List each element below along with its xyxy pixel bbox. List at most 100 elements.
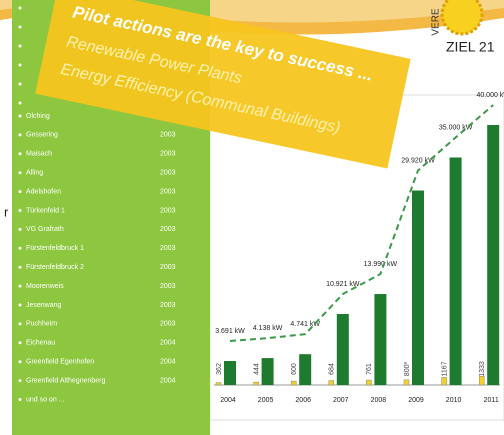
data-label: 35.000 kW bbox=[439, 124, 473, 131]
data-label: 4.741 kW bbox=[290, 321, 320, 328]
data-label: 800* bbox=[404, 362, 411, 377]
bullet bbox=[18, 25, 22, 29]
list-item-name: Jesenwang bbox=[26, 302, 62, 309]
bullet bbox=[18, 63, 22, 67]
list-item-name: und so on ... bbox=[26, 396, 65, 403]
list-item-year: 2003 bbox=[160, 245, 176, 252]
x-tick-label: 2011 bbox=[484, 397, 499, 404]
data-label: 600 bbox=[291, 363, 298, 375]
bullet bbox=[18, 303, 22, 307]
bullet bbox=[18, 227, 22, 231]
data-label: 29.920 kW bbox=[401, 157, 435, 164]
list-item-year: 2003 bbox=[160, 321, 176, 328]
bullet bbox=[18, 114, 22, 118]
logo: VERE ZIEL 21 bbox=[431, 0, 495, 55]
list-item-name: Fürstenfeldbruck 2 bbox=[26, 264, 84, 271]
logo-text: ZIEL 21 bbox=[446, 39, 495, 55]
bar bbox=[336, 314, 349, 385]
list-item-name: Eichenau bbox=[26, 340, 55, 347]
data-label: 444 bbox=[253, 363, 260, 375]
list-item-year: 2003 bbox=[160, 170, 176, 177]
banner-box bbox=[35, 0, 411, 169]
data-label: 13.990 kW bbox=[364, 261, 398, 268]
bullet bbox=[18, 360, 22, 364]
list-item-name: Alling bbox=[26, 170, 43, 177]
data-label: 40.000 kW bbox=[476, 92, 504, 99]
bar bbox=[224, 361, 236, 385]
bullet bbox=[18, 284, 22, 288]
bar bbox=[441, 377, 447, 386]
data-label: 10.921 kW bbox=[326, 281, 360, 288]
data-label: 362 bbox=[216, 363, 223, 375]
data-label: 684 bbox=[329, 363, 336, 375]
x-tick-label: 2010 bbox=[446, 397, 462, 404]
x-tick-label: 2007 bbox=[333, 397, 349, 404]
logo-side-text: VERE bbox=[431, 8, 442, 36]
bullet bbox=[18, 341, 22, 345]
left-fragment: r bbox=[4, 204, 9, 219]
list-item-year: 2004 bbox=[160, 359, 176, 366]
bullet bbox=[18, 152, 22, 156]
bullet bbox=[18, 322, 22, 326]
bullet bbox=[18, 190, 22, 194]
bar bbox=[366, 379, 372, 386]
bullet bbox=[18, 82, 22, 86]
list-item-year: 2003 bbox=[160, 132, 176, 139]
bullet bbox=[18, 265, 22, 269]
bullet bbox=[18, 379, 22, 383]
bar bbox=[215, 382, 222, 386]
list-item-name: Adelshofen bbox=[26, 188, 61, 195]
bullet bbox=[18, 209, 22, 212]
data-label: 761 bbox=[366, 363, 373, 375]
list-item-year: 2003 bbox=[160, 207, 176, 214]
bullet bbox=[18, 6, 22, 10]
list-item-name: Olching bbox=[26, 113, 50, 120]
data-label: 3.691 kW bbox=[215, 328, 245, 335]
bullet bbox=[18, 171, 22, 175]
list-item-name: Fürstenfeldbruck 1 bbox=[26, 245, 84, 252]
list-item-name: Greenfield Egenhofen bbox=[26, 359, 94, 366]
bullet bbox=[18, 101, 22, 105]
bar bbox=[299, 354, 312, 385]
trend-line bbox=[229, 104, 494, 343]
x-tick-label: 2004 bbox=[220, 397, 236, 404]
list-item-name: Gessering bbox=[26, 132, 58, 139]
bullet bbox=[18, 133, 22, 137]
list-item-name: Türkenfeld 1 bbox=[26, 207, 65, 214]
bar bbox=[412, 190, 424, 385]
bullet bbox=[18, 246, 22, 250]
bullet bbox=[18, 44, 22, 48]
list-item-year: 2003 bbox=[160, 302, 176, 309]
bar bbox=[478, 376, 485, 386]
list-item-name: Maisach bbox=[26, 151, 52, 158]
list-item-year: 2003 bbox=[160, 151, 176, 158]
data-label: 4.138 kW bbox=[253, 325, 283, 332]
x-tick-label: 2008 bbox=[371, 397, 387, 404]
bar bbox=[328, 380, 335, 386]
bar bbox=[253, 381, 259, 386]
bar bbox=[403, 379, 410, 386]
bar bbox=[290, 380, 297, 386]
list-item-year: 2003 bbox=[160, 283, 176, 290]
list-item-year: 2004 bbox=[160, 340, 176, 347]
list-item-year: 2003 bbox=[160, 226, 176, 233]
list-item-year: 2004 bbox=[160, 377, 176, 384]
x-tick-label: 2006 bbox=[295, 397, 311, 404]
list-item-name: Moorenweis bbox=[26, 283, 64, 290]
bullet bbox=[18, 398, 22, 401]
x-tick-label: 2009 bbox=[408, 397, 424, 404]
data-label: 1167 bbox=[441, 361, 448, 376]
bar bbox=[449, 157, 462, 385]
list-item-name: Puchheim bbox=[26, 321, 57, 328]
bar bbox=[487, 125, 500, 385]
x-tick-label: 2005 bbox=[258, 397, 274, 404]
data-label: 1333 bbox=[479, 361, 486, 377]
bar bbox=[374, 294, 387, 385]
list-item-year: 2003 bbox=[160, 188, 176, 195]
bar bbox=[261, 358, 274, 385]
list-item-name: Greenfield Althegnenberg bbox=[26, 377, 105, 384]
list-item-name: VG Grafrath bbox=[26, 226, 64, 233]
logo-sun bbox=[440, 0, 484, 36]
list-item-year: 2003 bbox=[160, 264, 176, 271]
